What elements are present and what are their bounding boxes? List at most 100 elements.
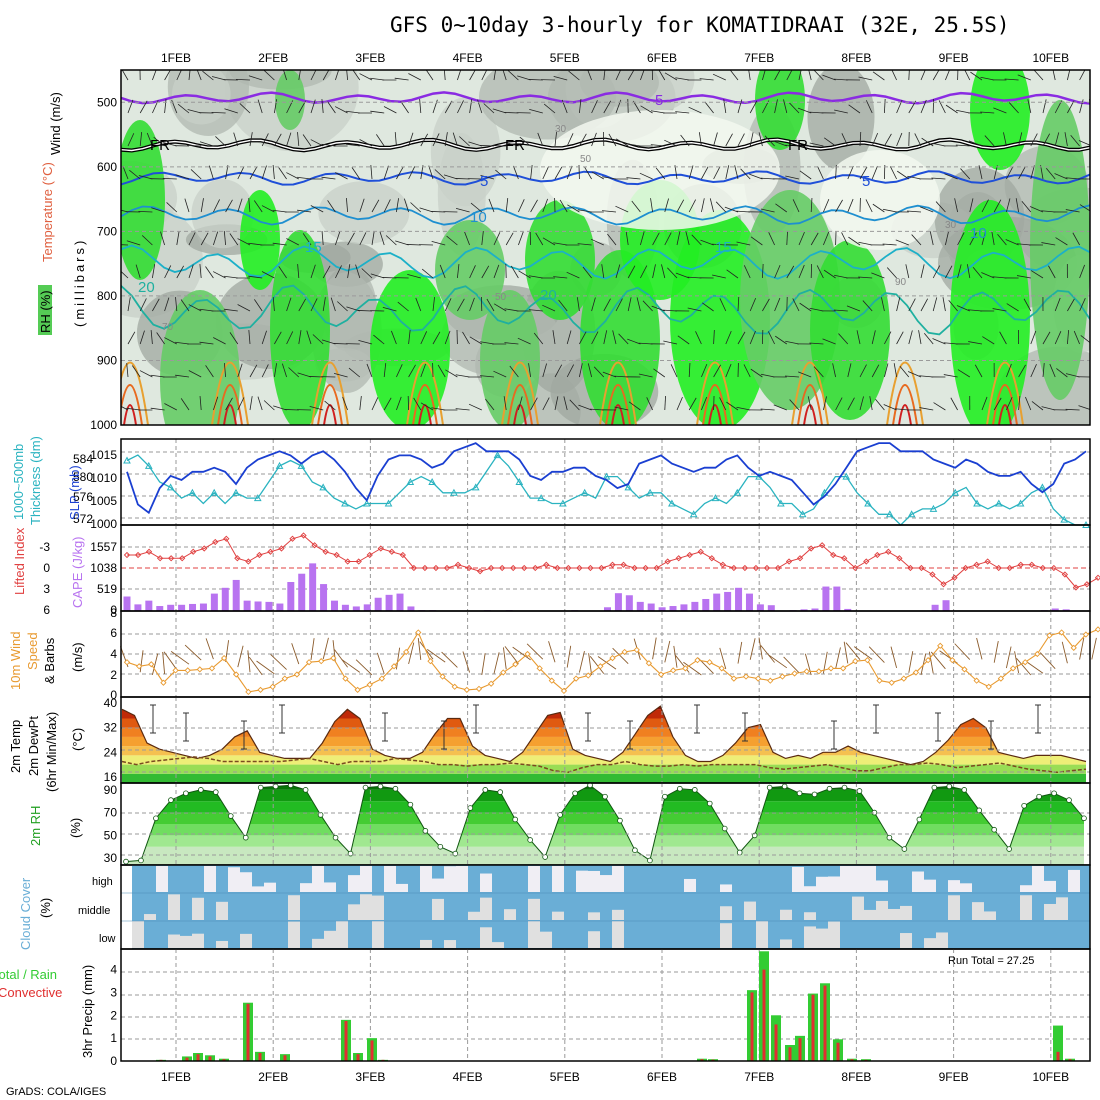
rh-marker <box>572 790 578 797</box>
surface-wind-barb <box>170 650 190 665</box>
surface-wind-barb <box>502 647 507 670</box>
rh-marker <box>347 850 354 857</box>
wind-barb <box>1073 330 1080 345</box>
wind-barb <box>1018 166 1026 180</box>
wind-barb <box>749 173 763 180</box>
precip-conv-bar <box>1068 1059 1072 1061</box>
wind-speed-marker <box>1070 644 1077 651</box>
wind-barb <box>591 297 596 312</box>
wind-barb <box>834 109 848 114</box>
upper-air-panel: 500 600 700 800 900 1000 -5 FR FR FR 5 5 10 10 15 15 20… <box>38 69 1091 432</box>
wind-barb <box>160 231 165 246</box>
wind-barb <box>835 199 843 213</box>
cloud-cell <box>372 895 384 920</box>
wind-barb <box>833 309 848 312</box>
wind-barb <box>675 77 690 81</box>
cloud-cell <box>492 942 504 948</box>
wind-barb <box>284 409 299 411</box>
cloud-cell <box>612 866 624 892</box>
rh-marker <box>1036 793 1042 800</box>
wind-barb <box>188 70 191 81</box>
precip-conv-bar <box>774 1024 778 1061</box>
wind-barb <box>838 333 849 345</box>
wind-barb <box>509 365 519 378</box>
wind-barb <box>968 309 983 312</box>
wind-barb <box>309 376 324 378</box>
wind-barb <box>391 330 397 345</box>
wind-barb <box>164 70 171 81</box>
wind-barb <box>584 166 592 180</box>
cloud-cell <box>204 866 216 892</box>
wind-barb <box>676 199 685 213</box>
wind-barb <box>589 408 604 411</box>
wind-barb <box>469 336 483 345</box>
cape-bar <box>232 579 240 611</box>
lifted-index-marker <box>708 555 715 562</box>
wind-barb <box>768 232 775 246</box>
wind-grid <box>121 611 1090 697</box>
wind-barb <box>823 198 830 213</box>
wind-barb <box>357 310 373 312</box>
rh-grid <box>121 783 1090 865</box>
wind-barb <box>286 172 299 180</box>
wind-barb <box>415 297 422 312</box>
wind-barb <box>652 232 660 246</box>
wind-barb <box>468 141 482 147</box>
surface-wind-barb <box>184 644 202 661</box>
wind-barb <box>603 100 612 114</box>
thickness-tick: 576 <box>73 490 93 504</box>
wind-barb <box>882 243 897 246</box>
wind-barb <box>297 372 312 378</box>
cloud-cell <box>612 921 624 948</box>
wind-barb <box>1042 331 1051 345</box>
lifted-index-marker <box>907 564 914 572</box>
wind-barb <box>432 331 441 345</box>
lifted-index-marker <box>256 551 263 559</box>
wind-barb <box>1030 364 1037 378</box>
surface-wind-barb <box>481 653 486 676</box>
wind-barb <box>139 100 148 114</box>
wind-barb <box>760 208 775 213</box>
wind-barb <box>371 397 379 411</box>
wind-barb <box>945 231 949 246</box>
cloud-cell <box>252 886 264 892</box>
isotherm-25 <box>121 361 149 425</box>
wind-barb <box>396 364 403 378</box>
precip-conv-bar <box>185 1057 189 1061</box>
rh-green-area <box>810 240 890 420</box>
wind-barb <box>1033 70 1044 81</box>
wind-barb <box>749 132 754 147</box>
lifted-index-marker <box>245 558 252 565</box>
wind-barb <box>481 265 490 279</box>
wind-barb <box>504 142 519 147</box>
wind-barb <box>627 297 632 312</box>
rh-marker <box>961 787 968 793</box>
slp-label: SLP (mb) <box>67 465 82 520</box>
wind-barb <box>257 99 263 114</box>
date-label-top: 10FEB <box>1032 51 1069 65</box>
wind-barb <box>650 198 653 213</box>
surface-wind-barb <box>504 646 519 665</box>
lifted-index-tick: -3 <box>39 540 50 554</box>
wind-barb <box>823 269 836 279</box>
wind-barb <box>406 244 421 246</box>
wind-barb <box>345 143 360 147</box>
wind-speed-marker <box>912 669 920 676</box>
thickness-marker <box>275 461 284 469</box>
lifted-index-marker <box>719 561 726 568</box>
cape-bar <box>156 606 164 611</box>
temp-band <box>122 764 1086 774</box>
cape-bar <box>189 603 197 611</box>
cloud-cell <box>360 866 372 892</box>
wind-barb <box>1065 408 1080 411</box>
lifted-index-marker <box>598 564 605 572</box>
wind-barb <box>126 240 141 246</box>
wind-barb <box>676 396 683 411</box>
wind-barb <box>607 233 617 246</box>
wind-barb <box>470 202 483 213</box>
cloud-cell <box>720 906 732 920</box>
cape-bar <box>276 603 284 611</box>
surface-wind-barb <box>1079 637 1085 660</box>
thickness-marker <box>428 477 436 485</box>
wind-barb <box>675 272 690 279</box>
